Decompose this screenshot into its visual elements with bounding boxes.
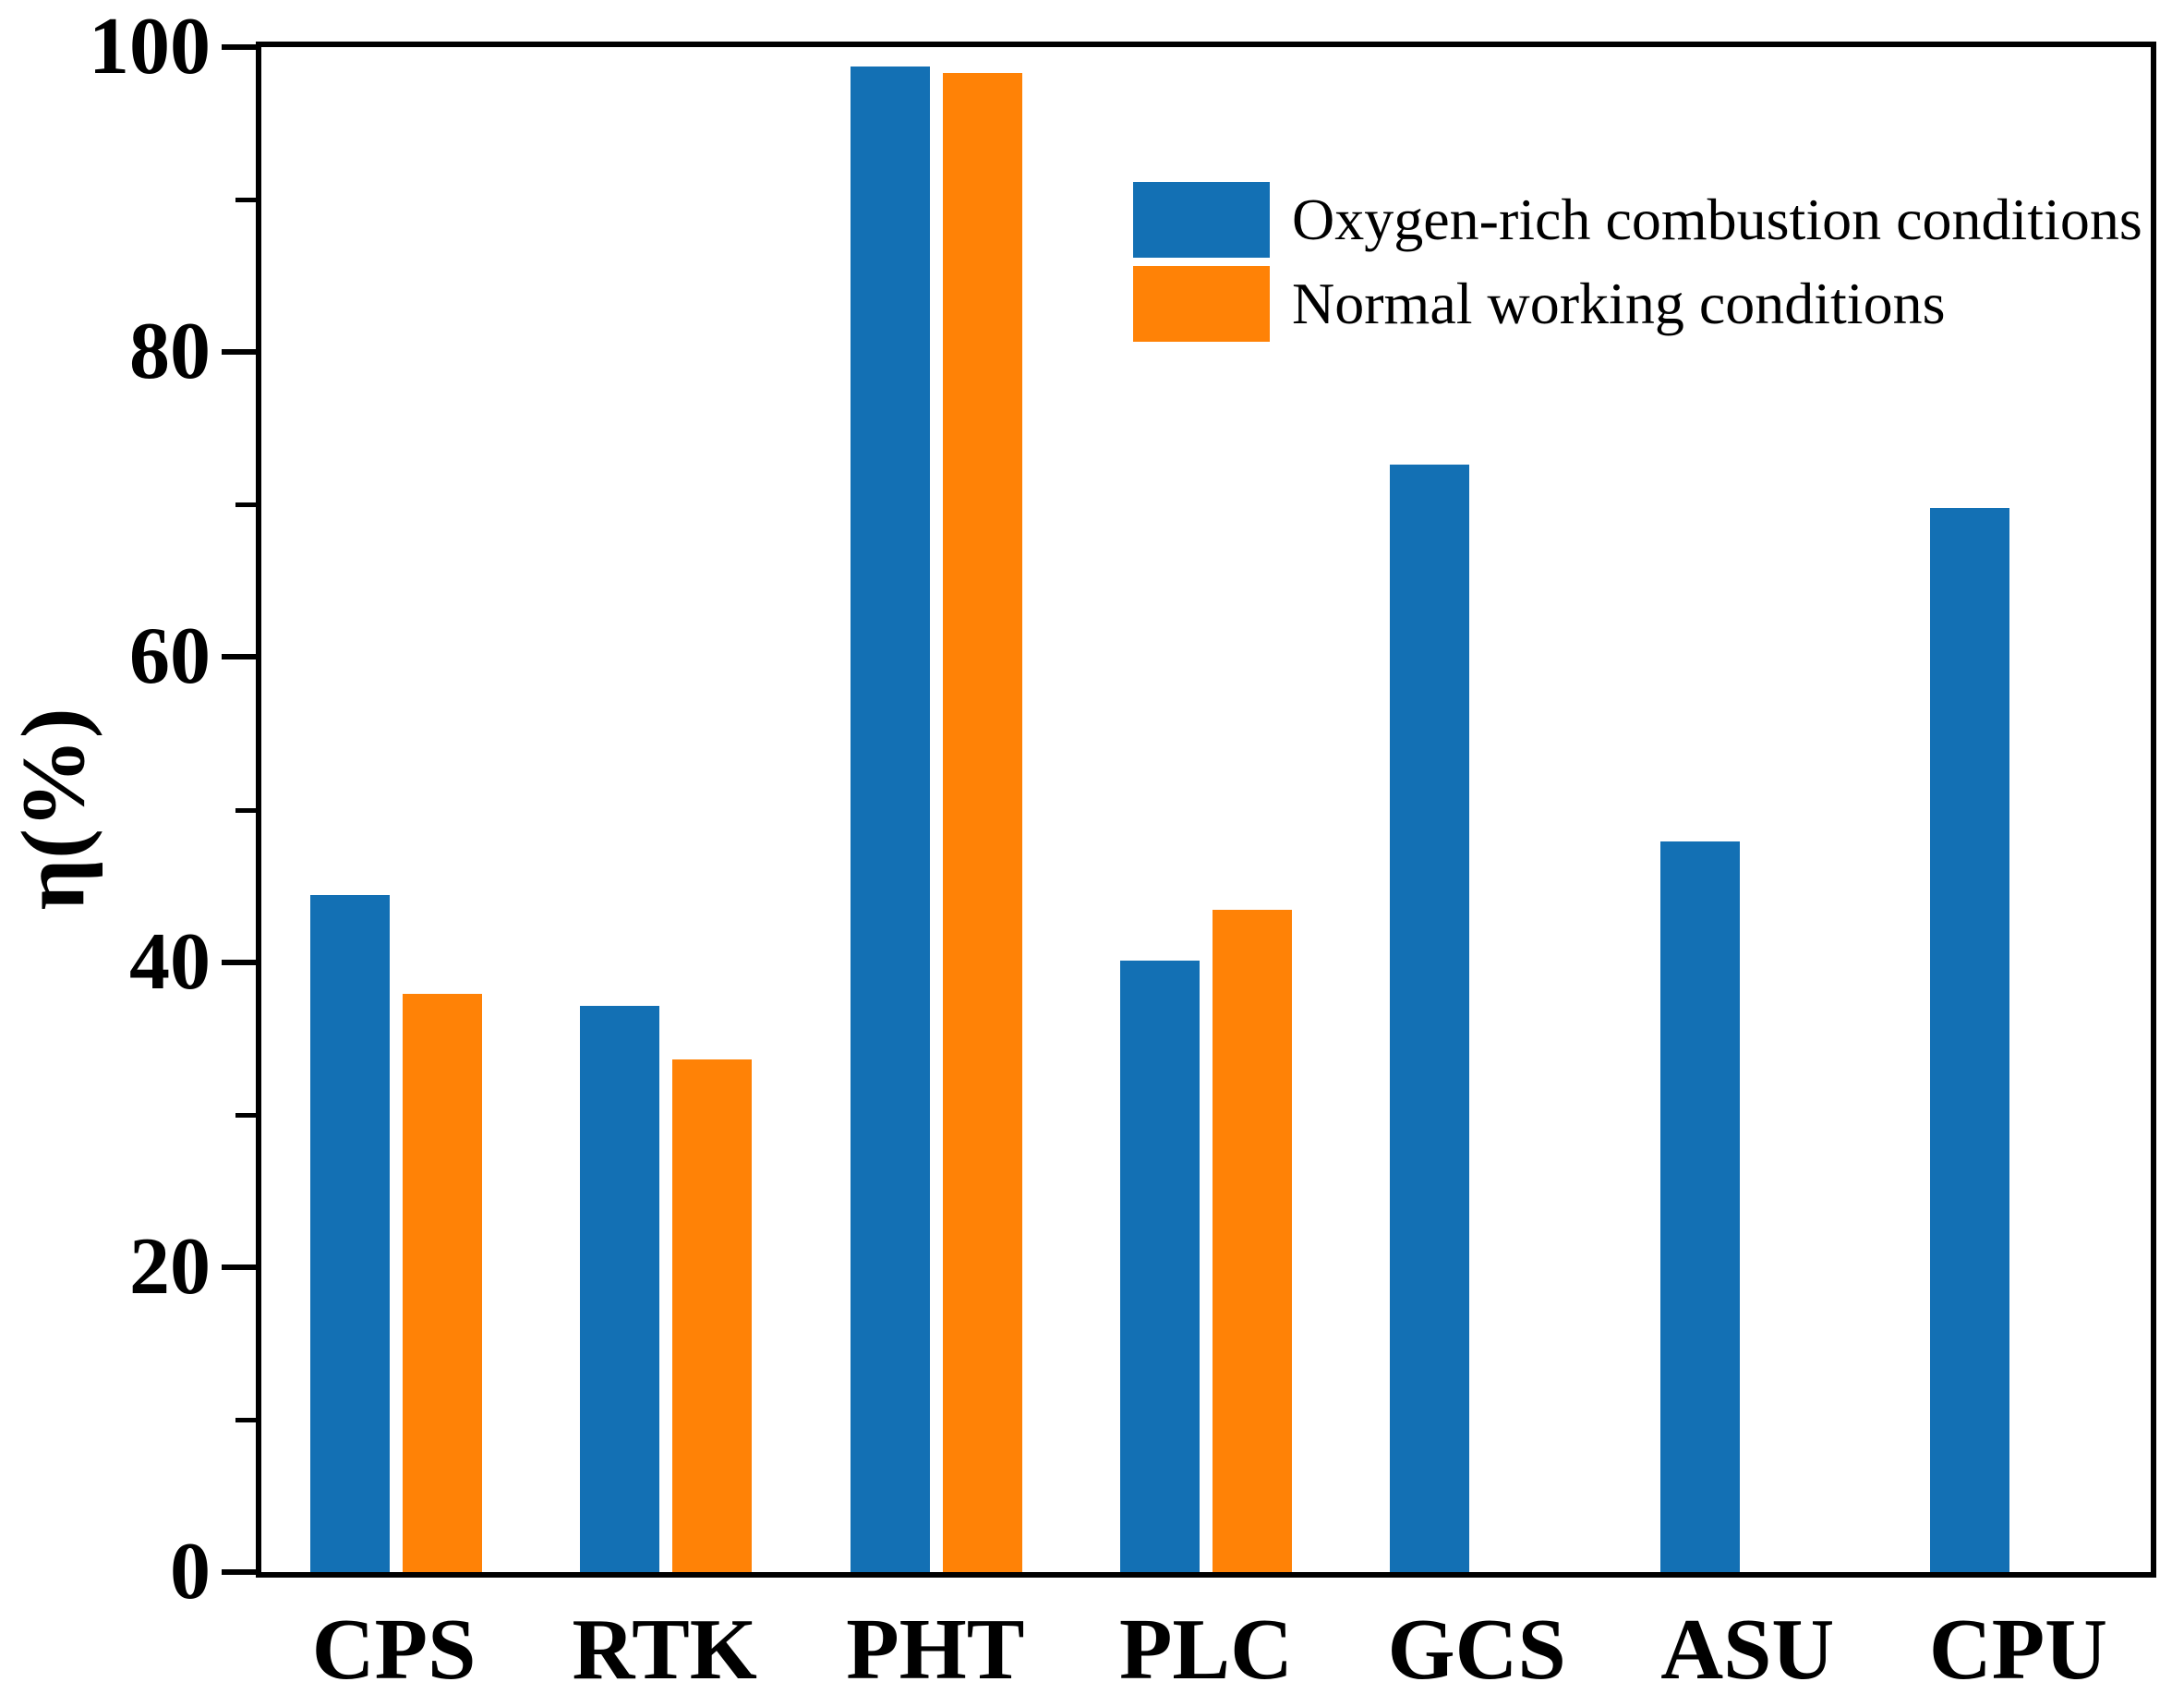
y-major-tick-80 [222, 349, 256, 356]
y-tick-label-40: 40 [129, 916, 211, 1007]
bar-group-rtk [531, 47, 801, 1572]
y-minor-tick-30 [235, 1112, 256, 1118]
y-tick-label-20: 20 [129, 1221, 211, 1312]
x-tick-label-rtk: RTK [572, 1602, 757, 1694]
legend-item-normal: Normal working conditions [1133, 266, 2142, 342]
y-tick-label-100: 100 [89, 1, 211, 91]
bar-oxygen-rich-rtk [580, 1006, 660, 1572]
bars-container [261, 47, 2151, 1572]
bar-group-asu [1611, 47, 1880, 1572]
x-tick-label-gcs: GCS [1387, 1602, 1566, 1694]
bar-oxygen-rich-asu [1659, 841, 1740, 1572]
y-tick-label-60: 60 [129, 611, 211, 702]
y-minor-tick-10 [235, 1417, 256, 1422]
y-tick-label-80: 80 [129, 307, 211, 397]
y-major-tick-100 [222, 44, 256, 50]
y-major-tick-20 [222, 1264, 256, 1270]
x-tick-label-cps: CPS [311, 1602, 477, 1694]
bar-group-cpu [1881, 47, 2151, 1572]
bar-normal-rtk [672, 1059, 753, 1572]
y-major-tick-60 [222, 654, 256, 660]
legend-swatch-oxygen-rich [1133, 182, 1270, 258]
bar-oxygen-rich-pht [850, 67, 930, 1572]
legend: Oxygen-rich combustion conditions Normal … [1133, 182, 2142, 342]
y-minor-tick-70 [235, 502, 256, 508]
legend-item-oxygen-rich: Oxygen-rich combustion conditions [1133, 182, 2142, 258]
bar-group-plc [1071, 47, 1341, 1572]
bar-oxygen-rich-plc [1119, 960, 1200, 1572]
y-minor-tick-50 [235, 807, 256, 813]
y-axis-title: η(%) [4, 708, 103, 911]
bar-group-gcs [1341, 47, 1611, 1572]
bar-normal-pht [942, 73, 1022, 1572]
legend-label-normal: Normal working conditions [1292, 271, 1946, 336]
legend-label-oxygen-rich: Oxygen-rich combustion conditions [1292, 187, 2142, 252]
bar-normal-plc [1212, 910, 1292, 1572]
bar-group-pht [802, 47, 1071, 1572]
bar-normal-cps [403, 994, 483, 1572]
x-tick-label-asu: ASU [1660, 1602, 1835, 1694]
y-minor-tick-90 [235, 198, 256, 203]
y-major-tick-0 [222, 1569, 256, 1575]
bar-oxygen-rich-cps [310, 894, 391, 1572]
x-tick-label-plc: PLC [1119, 1602, 1293, 1694]
bar-group-cps [261, 47, 531, 1572]
bar-oxygen-rich-gcs [1390, 465, 1470, 1572]
x-tick-label-cpu: CPU [1928, 1602, 2108, 1694]
legend-swatch-normal [1133, 266, 1270, 342]
bar-oxygen-rich-cpu [1929, 507, 2009, 1572]
y-tick-label-0: 0 [170, 1527, 211, 1616]
x-tick-label-pht: PHT [846, 1602, 1025, 1694]
y-major-tick-40 [222, 959, 256, 965]
